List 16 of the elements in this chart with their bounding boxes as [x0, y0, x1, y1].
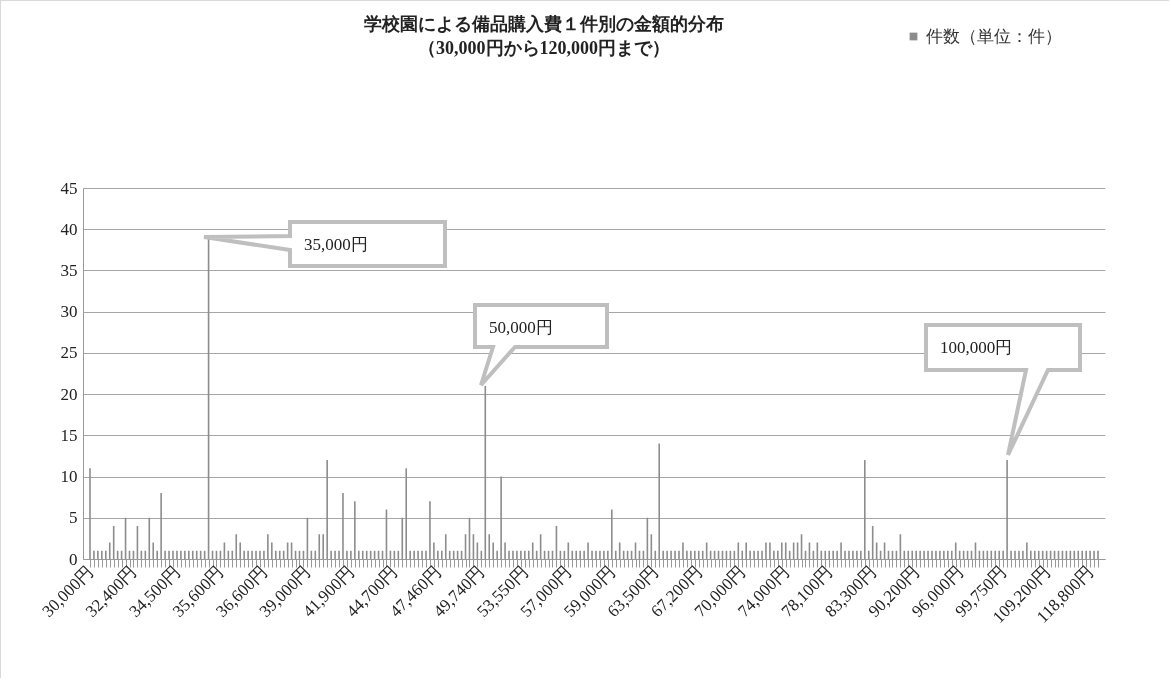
y-tick-label: 45: [60, 178, 78, 198]
y-tick-label: 40: [60, 219, 78, 239]
annotation: 35,000円: [304, 234, 368, 256]
chart-subtitle: （30,000円から120,000円まで）: [418, 38, 670, 58]
y-tick-label: 25: [60, 343, 78, 363]
y-tick-label: 15: [60, 425, 78, 445]
annotation: 100,000円: [940, 337, 1013, 359]
y-tick-label: 0: [69, 549, 78, 569]
y-tick-label: 30: [60, 302, 78, 322]
y-tick-label: 35: [60, 260, 78, 280]
legend-label: 件数（単位：件）: [926, 26, 1062, 46]
y-tick-label: 5: [69, 508, 78, 528]
chart-title: 学校園による備品購入費１件別の金額的分布: [364, 14, 724, 34]
y-tick-label: 10: [60, 467, 78, 487]
y-tick-label: 20: [60, 384, 78, 404]
annotation: 50,000円: [489, 317, 553, 339]
